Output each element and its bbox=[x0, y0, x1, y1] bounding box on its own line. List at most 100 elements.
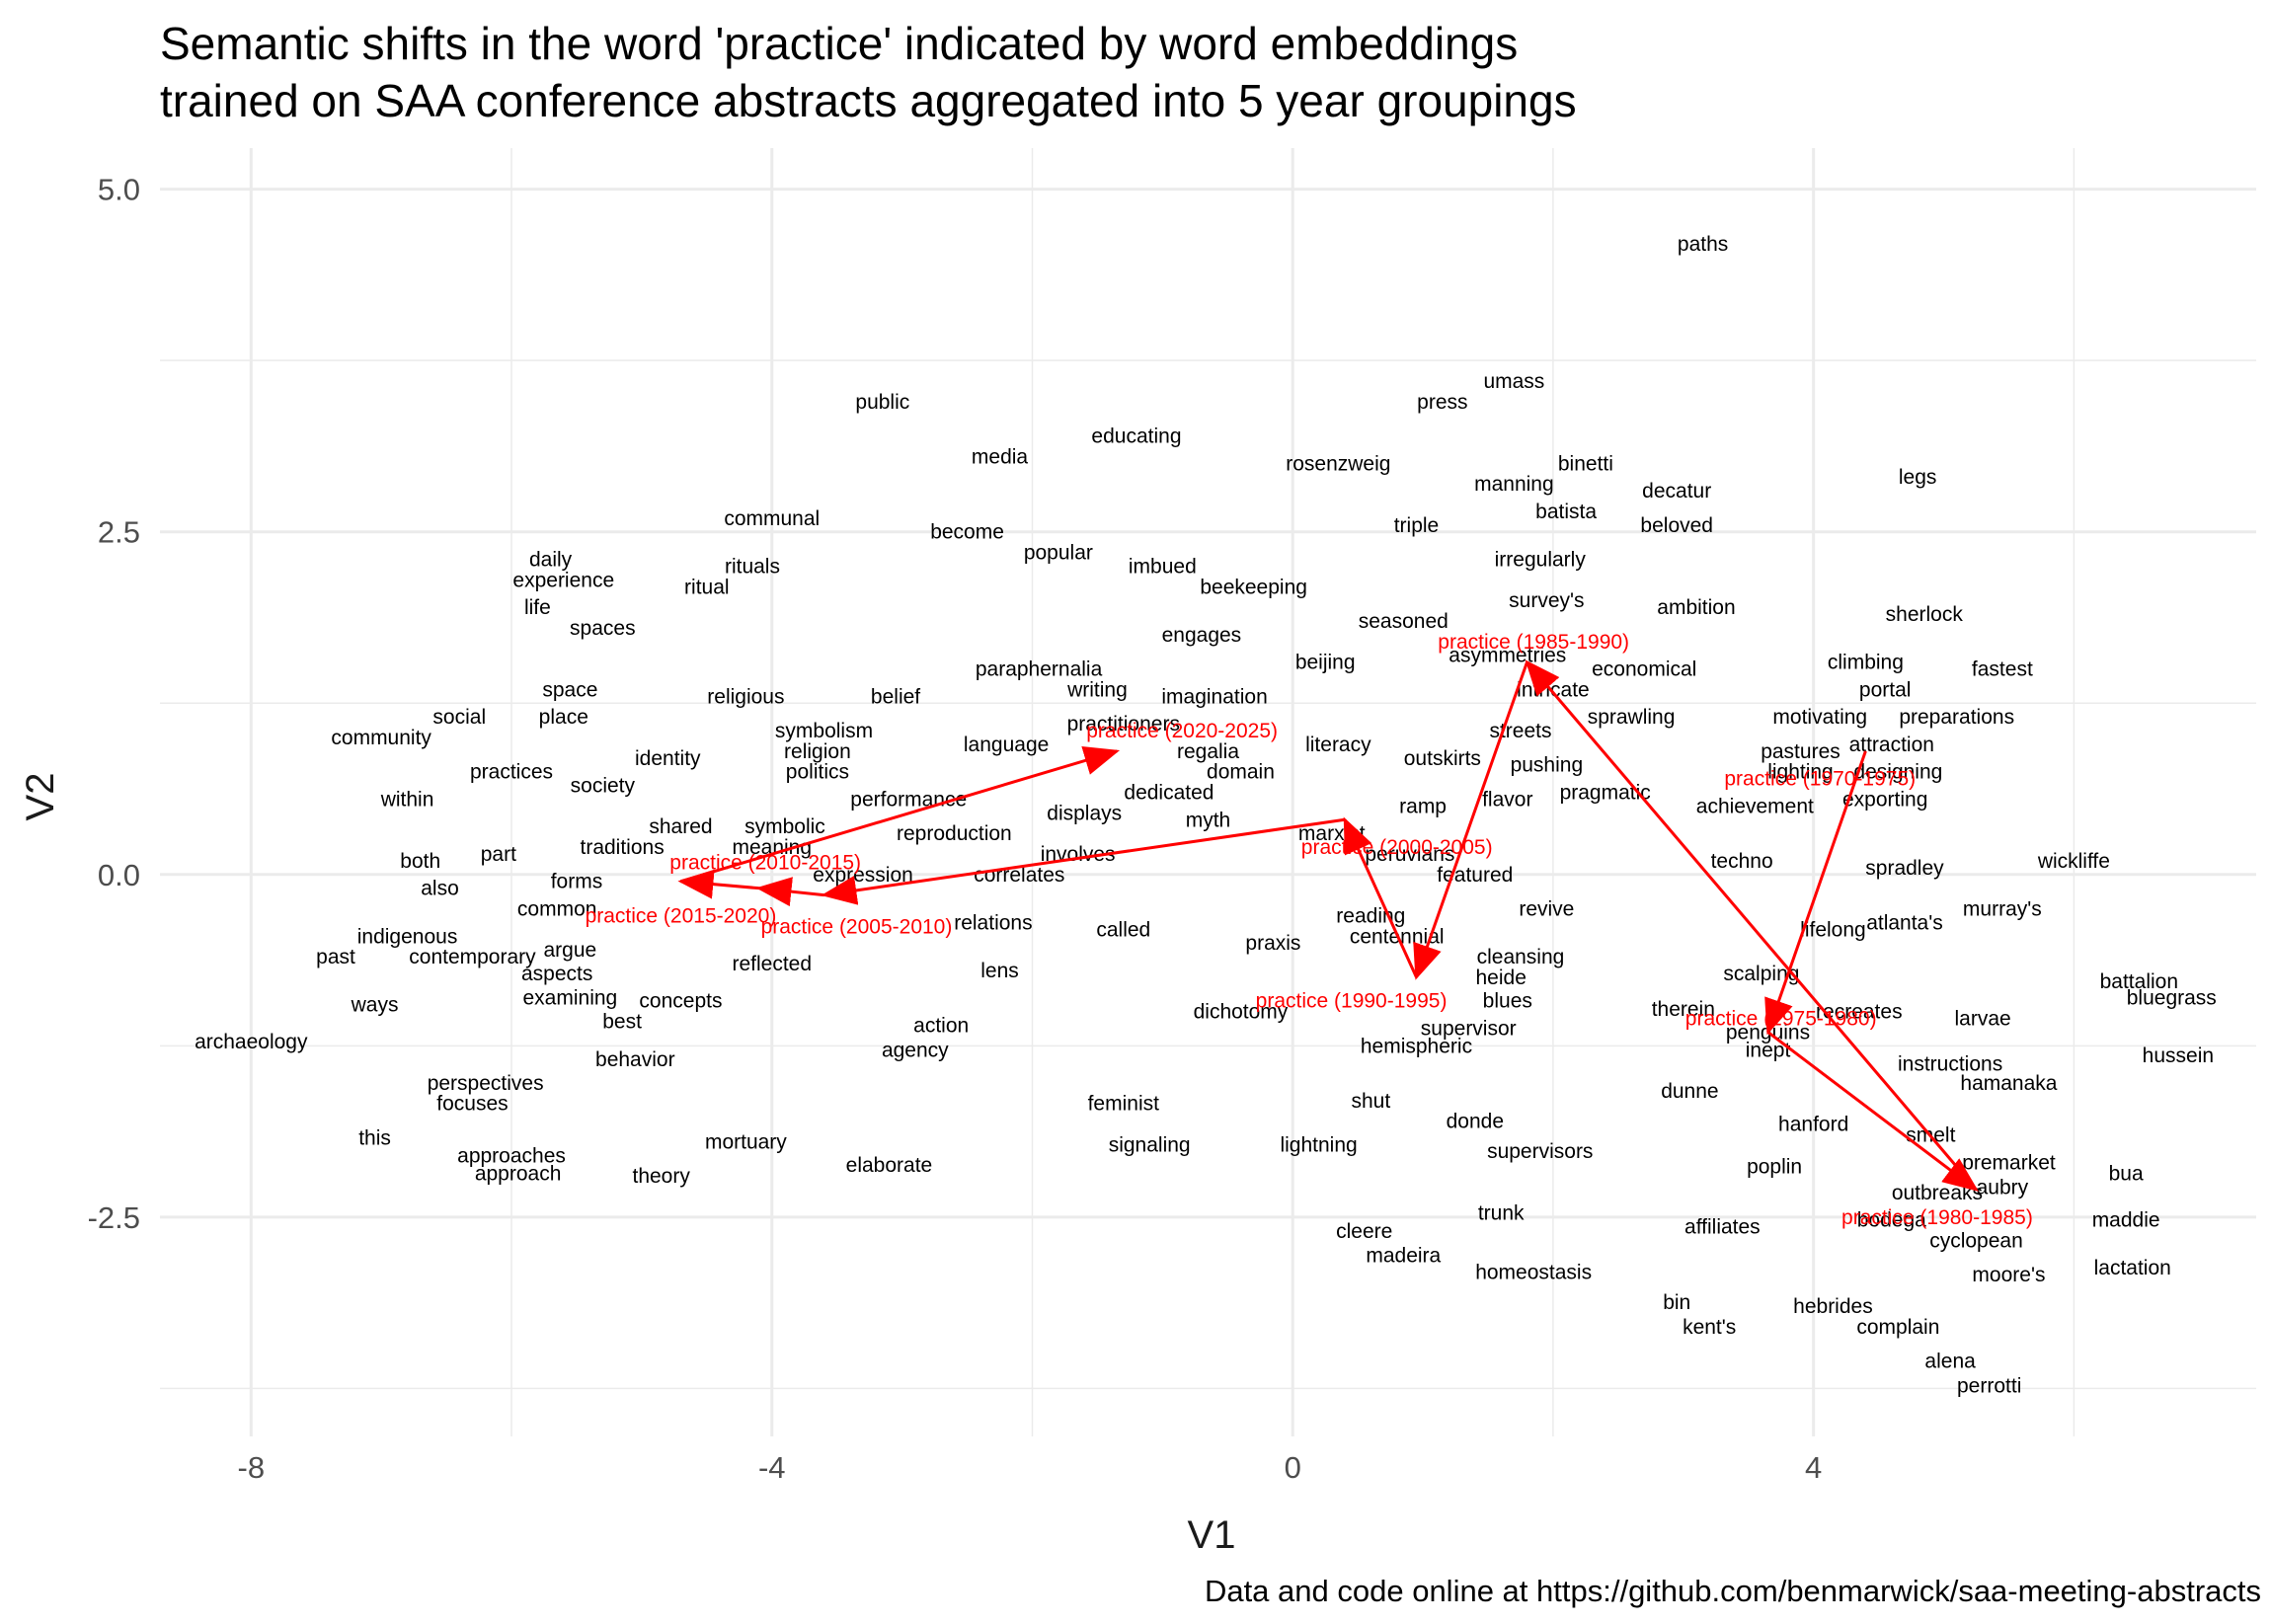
word-label: decatur bbox=[1642, 480, 1711, 503]
word-label: ritual bbox=[684, 576, 730, 598]
word-label: popular bbox=[1024, 542, 1093, 565]
word-label: religion bbox=[784, 740, 851, 763]
word-label: best bbox=[602, 1010, 642, 1033]
practice-label: practice (1975-1980) bbox=[1685, 1008, 1877, 1031]
word-label: lifelong bbox=[1800, 918, 1866, 941]
y-tick-label: 0.0 bbox=[98, 858, 140, 892]
word-label: spradley bbox=[1865, 857, 1944, 880]
word-label: complain bbox=[1856, 1316, 1939, 1339]
word-label: argue bbox=[544, 939, 597, 962]
axis-ticks: -8 -4 0 4 5.0 2.5 0.0 -2.5 bbox=[88, 173, 1823, 1485]
word-label: writing bbox=[1066, 678, 1128, 701]
word-label: intricate bbox=[1517, 678, 1590, 701]
word-label: techno bbox=[1711, 850, 1773, 873]
word-label: lightning bbox=[1280, 1133, 1357, 1156]
y-tick-label: 5.0 bbox=[98, 173, 140, 207]
word-label: donde bbox=[1447, 1111, 1504, 1133]
word-label: called bbox=[1096, 918, 1150, 941]
word-label: relations bbox=[954, 911, 1032, 934]
practice-arrow bbox=[755, 877, 824, 907]
word-label: shut bbox=[1351, 1090, 1390, 1113]
word-label: economical bbox=[1592, 658, 1696, 681]
word-label: survey's bbox=[1509, 589, 1584, 612]
word-label: outskirts bbox=[1404, 747, 1481, 770]
practice-label: practice (2000-2005) bbox=[1301, 836, 1493, 859]
word-label: perspectives bbox=[428, 1072, 544, 1095]
word-label: also bbox=[421, 878, 459, 900]
word-label: life bbox=[524, 596, 551, 619]
word-label: larvae bbox=[1954, 1008, 2010, 1031]
caption: Data and code online at https://github.c… bbox=[1205, 1574, 2261, 1608]
word-label: dichotomy bbox=[1194, 1001, 1289, 1024]
word-label: media bbox=[972, 445, 1029, 468]
word-label: umass bbox=[1483, 370, 1544, 393]
x-tick-label: -8 bbox=[238, 1450, 266, 1485]
word-label: mortuary bbox=[705, 1131, 787, 1154]
word-label: scalping bbox=[1723, 963, 1799, 985]
practice-arrow bbox=[677, 869, 759, 899]
word-label: engages bbox=[1162, 624, 1242, 647]
word-label: beijing bbox=[1295, 652, 1356, 674]
word-label: community bbox=[331, 727, 431, 749]
word-label: hamanaka bbox=[1960, 1072, 2057, 1095]
word-label: pragmatic bbox=[1560, 782, 1651, 805]
practice-arrow bbox=[1764, 750, 1867, 1036]
word-label: recreates bbox=[1816, 1001, 1903, 1024]
word-label: motivating bbox=[1772, 706, 1867, 729]
word-label: preparations bbox=[1899, 706, 2014, 729]
word-label: reflected bbox=[732, 953, 812, 975]
word-label: elaborate bbox=[846, 1154, 933, 1177]
practice-label: practice (1985-1990) bbox=[1438, 631, 1629, 654]
word-label: bluegrass bbox=[2127, 987, 2217, 1010]
word-label: perrotti bbox=[1957, 1375, 2021, 1398]
word-label: instructions bbox=[1898, 1052, 2002, 1075]
practice-label: practice (2020-2025) bbox=[1086, 720, 1278, 742]
word-label: kent's bbox=[1683, 1316, 1736, 1339]
word-label: social bbox=[432, 706, 486, 729]
word-label: feminist bbox=[1088, 1093, 1160, 1116]
word-label: reading bbox=[1336, 904, 1405, 927]
word-label: performance bbox=[850, 788, 967, 811]
word-label: traditions bbox=[581, 836, 665, 859]
practice-label: practice (1990-1995) bbox=[1256, 990, 1448, 1013]
word-label: poplin bbox=[1747, 1156, 1802, 1179]
word-label: maddie bbox=[2092, 1209, 2160, 1232]
word-label: action bbox=[913, 1015, 969, 1038]
word-label: archaeology bbox=[195, 1031, 308, 1053]
word-label: pastures bbox=[1761, 740, 1840, 763]
word-label: battalion bbox=[2100, 970, 2178, 993]
grid bbox=[160, 148, 2256, 1436]
word-label: cyclopean bbox=[1929, 1229, 2023, 1252]
word-label: symbolism bbox=[775, 720, 873, 742]
word-label: domain bbox=[1207, 761, 1275, 784]
word-label: beloved bbox=[1640, 514, 1713, 537]
word-label: aspects bbox=[521, 963, 592, 985]
word-label: bodega bbox=[1857, 1209, 1926, 1232]
word-label: contemporary bbox=[409, 946, 536, 968]
y-tick-label: 2.5 bbox=[98, 515, 140, 550]
word-label: cleansing bbox=[1477, 946, 1565, 968]
word-label: displays bbox=[1047, 802, 1122, 824]
word-label: designing bbox=[1853, 761, 1942, 784]
word-label: legs bbox=[1899, 466, 1937, 489]
word-label: language bbox=[964, 734, 1049, 756]
word-label: paraphernalia bbox=[976, 658, 1103, 681]
word-label: religious bbox=[707, 685, 784, 708]
word-label: approaches bbox=[457, 1144, 566, 1167]
word-label: supervisor bbox=[1421, 1017, 1517, 1040]
word-label: hebrides bbox=[1793, 1295, 1873, 1318]
word-label: become bbox=[930, 521, 1004, 544]
word-label: practitioners bbox=[1067, 713, 1180, 735]
word-label: homeostasis bbox=[1475, 1261, 1592, 1283]
word-label: climbing bbox=[1828, 652, 1904, 674]
practice-label: practice (2005-2010) bbox=[761, 916, 953, 939]
word-label: triple bbox=[1394, 514, 1440, 537]
word-label: ramp bbox=[1399, 795, 1447, 817]
practice-label: practice (1980-1985) bbox=[1841, 1206, 2033, 1229]
y-axis-title: V2 bbox=[19, 773, 62, 821]
word-label: communal bbox=[724, 507, 820, 530]
practice-arrow bbox=[821, 817, 1346, 905]
y-tick-label: -2.5 bbox=[88, 1200, 140, 1235]
word-label: bin bbox=[1663, 1291, 1690, 1314]
word-label: imbued bbox=[1129, 555, 1197, 578]
